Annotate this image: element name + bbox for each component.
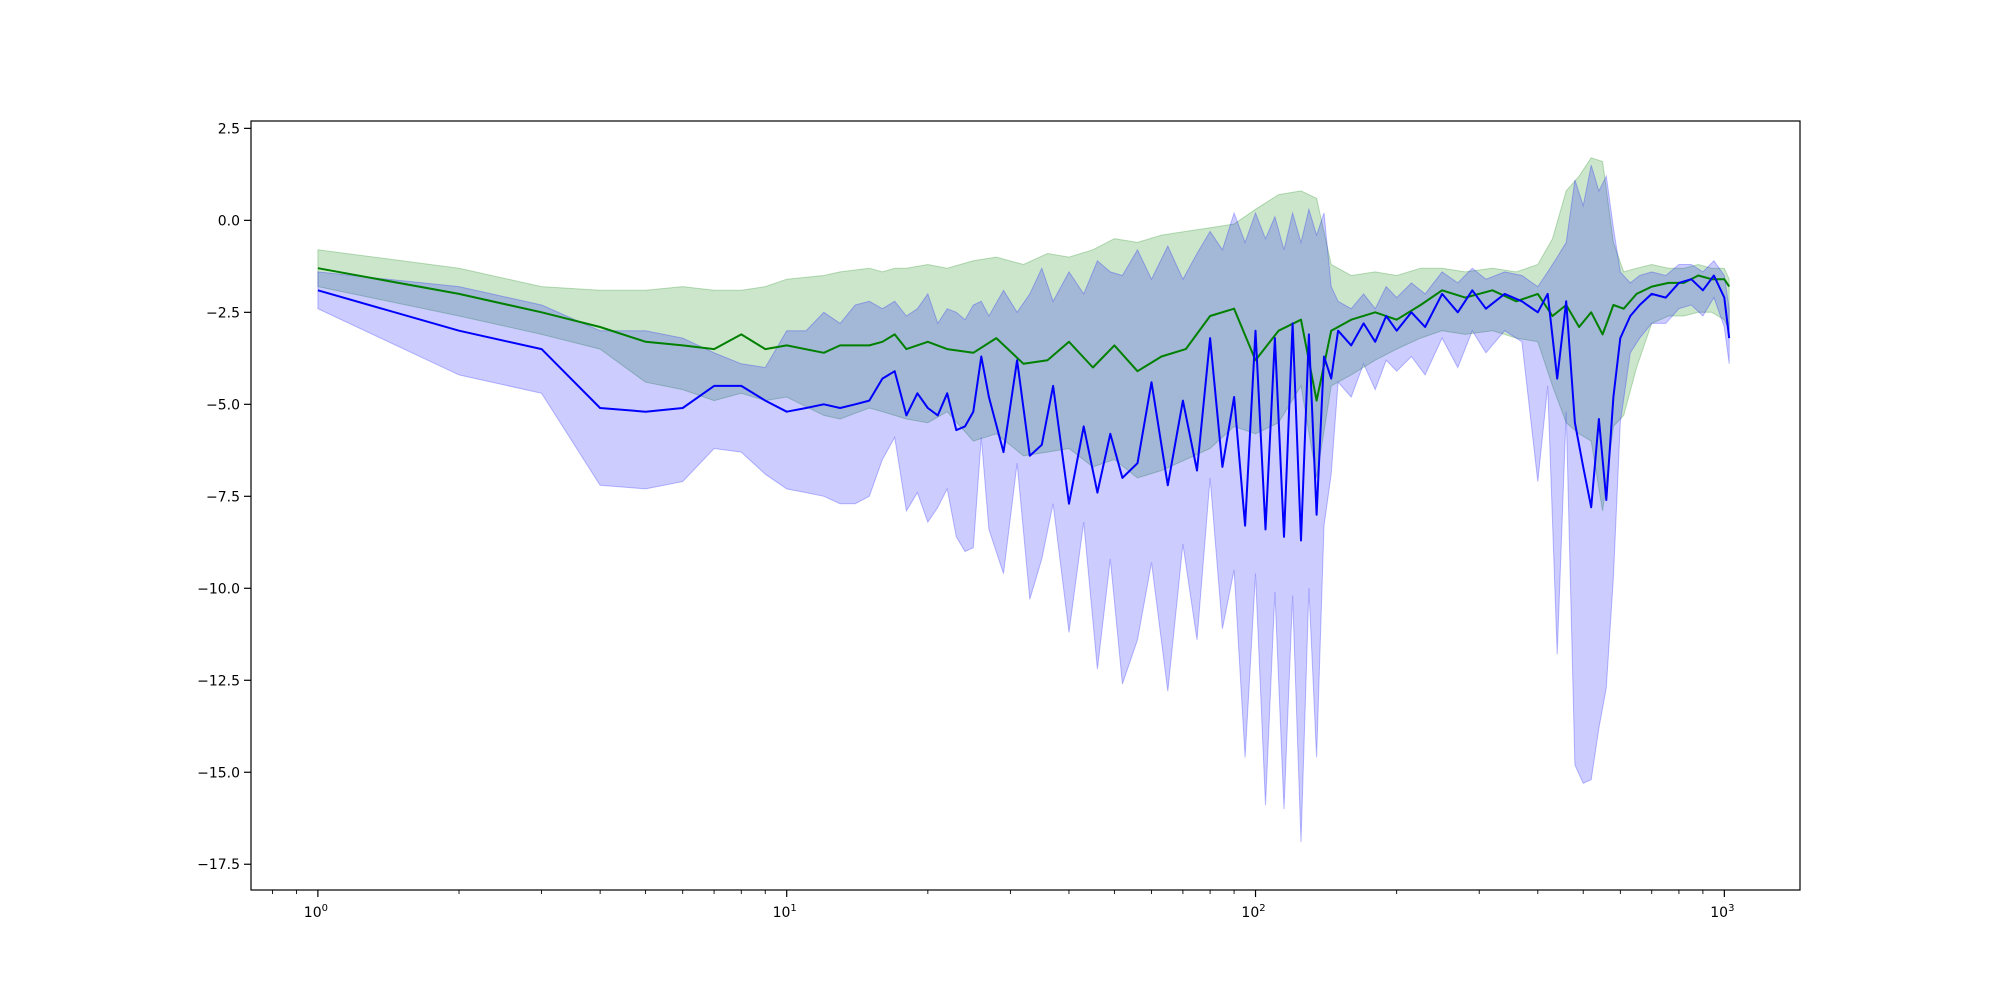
y-tick-label: 2.5	[218, 121, 240, 137]
x-tick-label: 100	[304, 903, 328, 921]
y-tick-label: −5.0	[206, 397, 240, 413]
y-tick-label: −2.5	[206, 305, 240, 321]
series-0-line	[317, 267, 1731, 402]
y-tick-label: −7.5	[206, 489, 240, 505]
series-1-band	[317, 165, 1730, 843]
y-tick-label: 0.0	[218, 213, 240, 229]
y-axis: 2.5 0.0 −2.5 −5.0 −7.5 −10.0 −12.5 −15.0 −17.5	[197, 121, 251, 873]
y-tick-label: −17.5	[197, 857, 240, 873]
y-tick-label: −15.0	[197, 765, 240, 781]
y-tick-label: −10.0	[197, 581, 240, 597]
x-tick-label: 103	[1710, 903, 1734, 921]
series-lines	[317, 267, 1731, 542]
x-tick-label: 101	[773, 903, 797, 921]
y-tick-label: −12.5	[197, 673, 240, 689]
x-tick-label: 102	[1241, 903, 1265, 921]
x-axis: 100 101 102 103	[272, 890, 1734, 921]
confidence-bands	[317, 157, 1730, 843]
series-1-line	[317, 274, 1731, 542]
plot-frame	[250, 120, 1801, 891]
